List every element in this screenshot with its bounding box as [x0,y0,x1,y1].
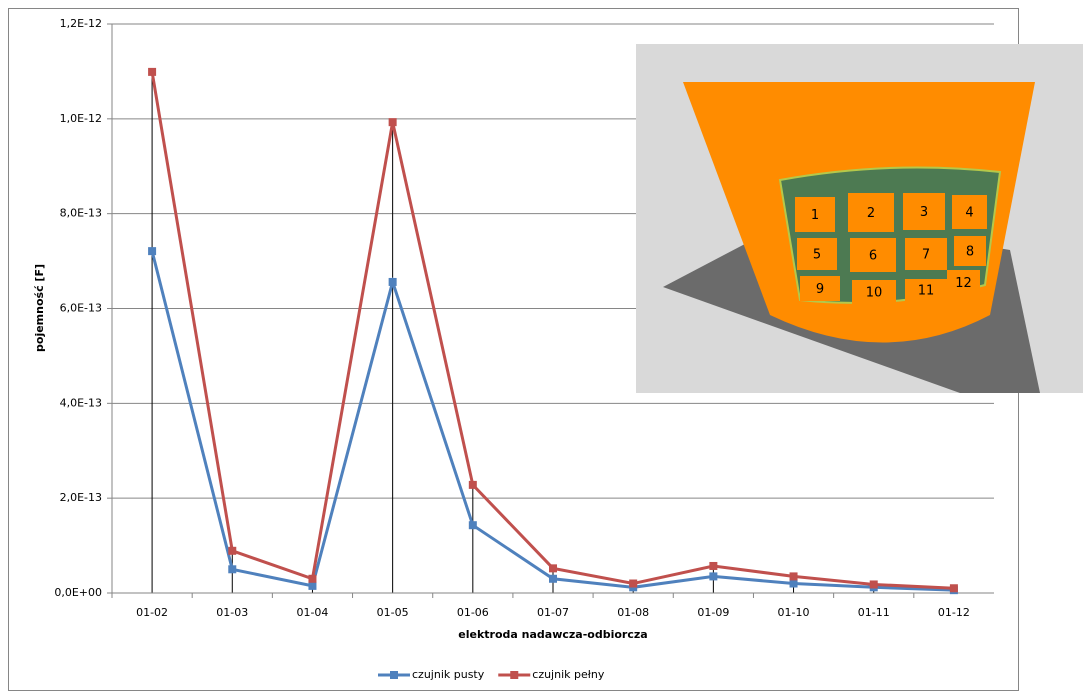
marker [709,561,718,570]
marker [629,579,638,588]
x-tick-label: 01-02 [136,606,168,619]
inset-cell-label: 9 [816,282,824,297]
inset-cell-label: 11 [918,284,935,299]
marker [949,584,958,593]
x-tick-label: 01-12 [938,606,970,619]
inset-cell-label: 4 [965,206,973,221]
marker [468,521,477,530]
marker [148,67,157,76]
inset-cell [850,238,896,272]
x-tick-label: 01-08 [617,606,649,619]
x-tick-label: 01-06 [457,606,489,619]
marker [869,580,878,589]
marker [148,247,157,256]
x-tick-label: 01-04 [296,606,328,619]
inset-cell [852,280,896,304]
y-axis-title: pojemność [F] [33,264,46,352]
inset-cells: 1 2 3 45 6 7 89 10 11 12 [795,193,987,304]
y-tick-label: 1,2E-12 [60,17,102,30]
marker [228,546,237,555]
marker [789,572,798,581]
marker [228,565,237,574]
x-tick-label: 01-03 [216,606,248,619]
x-tick-label: 01-11 [858,606,890,619]
x-tick-label: 01-09 [697,606,729,619]
inset-cell-label: 6 [869,249,877,264]
y-tick-label: 8,0E-13 [60,207,102,220]
y-tick-label: 4,0E-13 [60,396,102,409]
x-tick-label: 01-10 [778,606,810,619]
legend: czujnik pusty czujnik pełny [378,668,605,681]
inset-cell-label: 7 [922,248,930,263]
marker [549,574,557,583]
marker [388,118,397,127]
marker [549,564,557,573]
legend-label: czujnik pusty [412,668,485,681]
inset-cell [952,195,987,229]
y-tick-label: 0,0E+00 [54,586,102,599]
marker [789,579,798,588]
inset-cell-label: 2 [867,206,875,221]
inset-cell [954,236,986,266]
inset-cell-label: 5 [813,248,821,263]
inset-cell-label: 3 [920,205,928,220]
x-axis-title: elektroda nadawcza-odbiorcza [458,628,647,641]
inset-image: 1 2 3 45 6 7 89 10 11 12 [636,44,1083,393]
inset-cell [848,193,894,232]
inset-cell [903,193,945,230]
x-tick-label: 01-05 [377,606,409,619]
inset-cell-label: 12 [955,276,972,291]
inset-cell-label: 1 [811,208,819,223]
inset-cell-label: 8 [966,245,974,260]
inset-cell [800,276,840,301]
y-tick-label: 6,0E-13 [60,302,102,315]
y-tick-label: 2,0E-13 [60,491,102,504]
plot-area: 0,0E+00 2,0E-13 4,0E-13 6,0E-13 8,0E-13 1,0E-… [54,17,994,619]
inset-cell [797,238,837,270]
marker [709,572,718,581]
marker [308,581,317,590]
inset-cell [905,279,947,301]
inset-cell-label: 10 [866,286,883,301]
legend-marker [510,671,519,679]
marker [388,277,397,286]
legend-marker [390,671,398,679]
x-tick-label: 01-07 [537,606,569,619]
marker [308,574,317,583]
inset-cell [905,238,947,270]
y-tick-label: 1,0E-12 [60,112,102,125]
inset-cell [795,197,835,232]
inset-cell [947,270,980,295]
legend-label: czujnik pełny [532,668,605,681]
marker [468,480,477,489]
